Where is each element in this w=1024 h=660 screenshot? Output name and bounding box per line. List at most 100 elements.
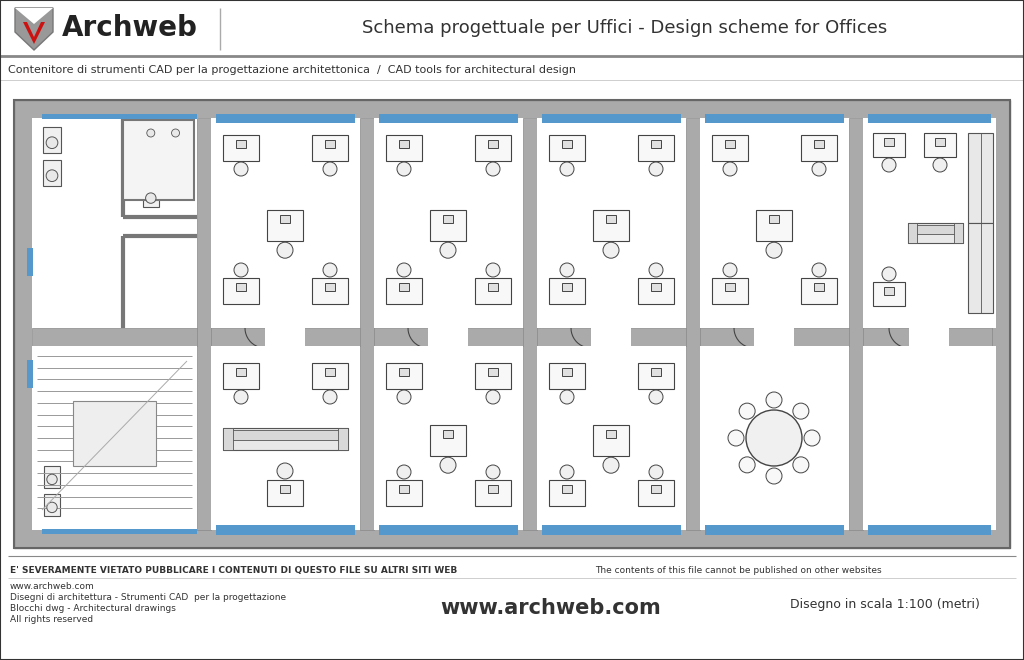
- Polygon shape: [15, 8, 53, 50]
- Circle shape: [766, 392, 782, 408]
- Bar: [756, 210, 792, 241]
- Bar: [142, 185, 159, 207]
- Bar: [386, 135, 422, 161]
- Bar: [954, 223, 963, 243]
- Bar: [863, 346, 996, 530]
- Bar: [562, 368, 572, 376]
- Bar: [443, 430, 453, 438]
- Circle shape: [766, 468, 782, 484]
- Bar: [523, 118, 537, 530]
- Bar: [211, 346, 360, 530]
- Bar: [399, 140, 409, 148]
- Bar: [14, 100, 1010, 548]
- Bar: [606, 215, 616, 223]
- Bar: [651, 368, 662, 376]
- Bar: [280, 485, 290, 493]
- Bar: [725, 140, 735, 148]
- Bar: [312, 278, 348, 304]
- Circle shape: [486, 390, 500, 404]
- Bar: [236, 283, 246, 291]
- Circle shape: [397, 162, 411, 176]
- Bar: [705, 118, 844, 123]
- Bar: [430, 425, 466, 456]
- Bar: [379, 530, 518, 535]
- Bar: [549, 363, 585, 389]
- Circle shape: [804, 430, 820, 446]
- Bar: [910, 225, 961, 234]
- Bar: [223, 363, 259, 389]
- Circle shape: [323, 263, 337, 277]
- Bar: [638, 363, 674, 389]
- Bar: [935, 138, 945, 146]
- Circle shape: [739, 457, 755, 473]
- Text: Blocchi dwg - Architectural drawings: Blocchi dwg - Architectural drawings: [10, 604, 176, 613]
- Polygon shape: [15, 8, 53, 24]
- Bar: [562, 140, 572, 148]
- Text: Disegno in scala 1:100 (metri): Disegno in scala 1:100 (metri): [790, 598, 980, 611]
- Bar: [549, 135, 585, 161]
- Bar: [312, 363, 348, 389]
- Bar: [42, 114, 197, 119]
- Bar: [475, 363, 511, 389]
- Bar: [27, 360, 33, 388]
- Bar: [908, 223, 918, 243]
- Bar: [44, 494, 60, 516]
- Polygon shape: [23, 22, 45, 44]
- Bar: [537, 118, 686, 328]
- Bar: [0, 0, 1024, 56]
- Circle shape: [560, 263, 574, 277]
- Circle shape: [649, 263, 663, 277]
- Bar: [475, 135, 511, 161]
- Bar: [968, 133, 993, 223]
- Bar: [386, 480, 422, 506]
- Circle shape: [486, 465, 500, 479]
- Circle shape: [649, 390, 663, 404]
- Circle shape: [560, 390, 574, 404]
- Bar: [168, 125, 183, 141]
- Bar: [863, 118, 996, 328]
- Bar: [325, 140, 335, 148]
- Bar: [44, 466, 60, 488]
- Circle shape: [172, 129, 179, 137]
- Bar: [211, 118, 360, 328]
- Bar: [43, 127, 61, 152]
- Bar: [223, 428, 348, 450]
- Bar: [475, 480, 511, 506]
- Bar: [216, 530, 355, 535]
- Bar: [542, 118, 681, 123]
- Circle shape: [793, 403, 809, 419]
- Bar: [873, 282, 905, 306]
- Circle shape: [47, 474, 57, 484]
- Text: Archweb: Archweb: [62, 14, 198, 42]
- Circle shape: [603, 457, 618, 473]
- Bar: [651, 140, 662, 148]
- Circle shape: [812, 263, 826, 277]
- Bar: [386, 363, 422, 389]
- Text: Schema progettuale per Uffici - Design scheme for Offices: Schema progettuale per Uffici - Design s…: [362, 19, 888, 37]
- Bar: [223, 278, 259, 304]
- Bar: [236, 368, 246, 376]
- Bar: [638, 135, 674, 161]
- Text: Contenitore di strumenti CAD per la progettazione architettonica  /  CAD tools f: Contenitore di strumenti CAD per la prog…: [8, 65, 575, 75]
- Circle shape: [728, 430, 744, 446]
- Bar: [265, 328, 305, 346]
- Bar: [475, 278, 511, 304]
- Circle shape: [723, 162, 737, 176]
- Bar: [542, 114, 681, 119]
- Bar: [142, 125, 159, 141]
- Circle shape: [440, 457, 456, 473]
- Bar: [236, 140, 246, 148]
- Bar: [606, 430, 616, 438]
- Bar: [651, 485, 662, 493]
- Circle shape: [882, 267, 896, 281]
- Bar: [638, 480, 674, 506]
- Text: www.archweb.com: www.archweb.com: [440, 598, 660, 618]
- Bar: [700, 118, 849, 328]
- Bar: [593, 210, 629, 241]
- Bar: [884, 138, 894, 146]
- Bar: [801, 278, 837, 304]
- Bar: [700, 346, 849, 530]
- Bar: [399, 368, 409, 376]
- Text: All rights reserved: All rights reserved: [10, 615, 93, 624]
- Circle shape: [933, 158, 947, 172]
